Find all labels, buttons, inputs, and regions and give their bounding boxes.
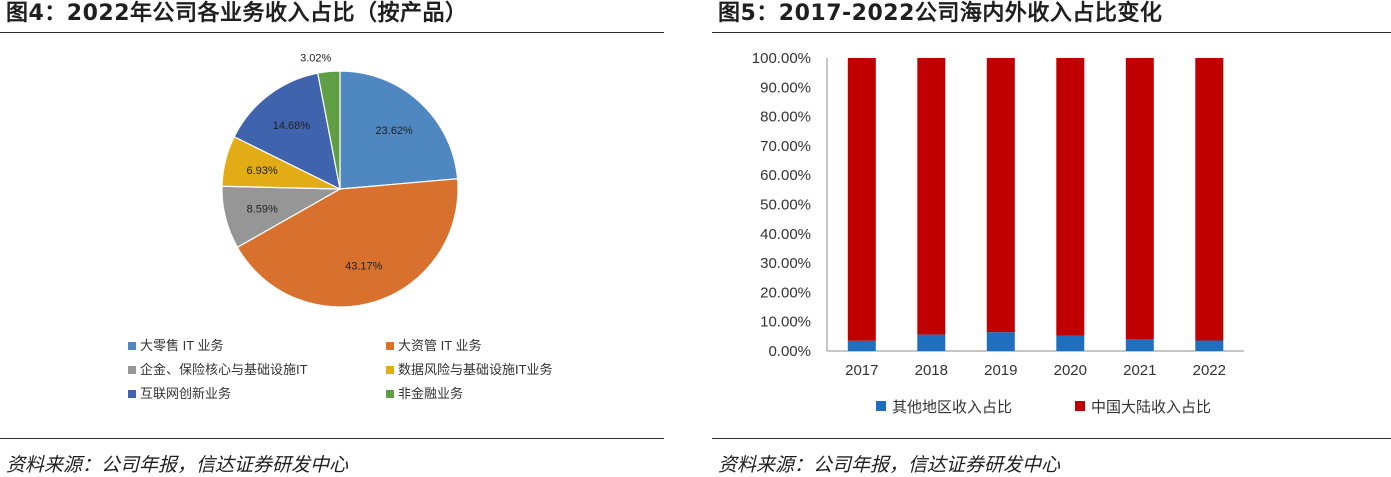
y-tick-label: 90.00% <box>760 79 811 96</box>
legend-swatch <box>386 342 394 350</box>
legend-label: 数据风险与基础设施IT业务 <box>398 362 553 377</box>
bar-segment <box>1056 58 1085 336</box>
right-bottom-rule <box>712 438 1391 439</box>
pie-slice <box>317 70 341 190</box>
left-bottom-rule <box>0 438 664 439</box>
right-source-note: 资料来源：公司年报，信达证券研发中心 <box>718 454 1061 476</box>
pie-legend-item: 非金融业务 <box>386 386 463 401</box>
pie-legend-item: 大资管 IT 业务 <box>386 338 482 353</box>
bar-segment <box>847 340 876 351</box>
right-figure-panel: 图5：2017-2022公司海内外收入占比变化 0.00% 10.00% 20.00… <box>712 0 1391 476</box>
pie-data-label: 23.62% <box>376 125 414 137</box>
y-tick-label: 50.00% <box>760 197 811 214</box>
bar-legend-item: 中国大陆收入占比 <box>1075 399 1211 416</box>
left-figure-panel: 图4：2022年公司各业务收入占比（按产品） 23.62% 43.17% 8.59%… <box>0 0 664 476</box>
bar-segment <box>986 58 1015 333</box>
legend-swatch <box>128 366 136 374</box>
legend-swatch <box>1075 401 1085 411</box>
pie-data-label: 43.17% <box>345 261 383 273</box>
legend-swatch <box>876 401 886 411</box>
left-top-rule <box>0 32 664 33</box>
legend-swatch <box>386 390 394 398</box>
bar-segment <box>917 334 946 351</box>
bar-segment <box>847 58 876 341</box>
legend-label: 互联网创新业务 <box>140 386 231 401</box>
x-tick-label: 2017 <box>845 362 878 379</box>
legend-swatch <box>386 366 394 374</box>
legend-label: 其他地区收入占比 <box>892 399 1012 416</box>
bar-segment <box>1195 58 1224 341</box>
right-top-rule <box>712 32 1391 33</box>
bar-segment <box>1125 58 1154 339</box>
left-source-note: 资料来源：公司年报，信达证券研发中心 <box>6 454 349 476</box>
pie-legend-item: 数据风险与基础设施IT业务 <box>386 362 553 377</box>
pie-data-label: 3.02% <box>300 53 331 65</box>
bar-segment <box>1125 339 1154 351</box>
pie-data-label: 8.59% <box>247 204 278 216</box>
y-tick-label: 60.00% <box>760 167 811 184</box>
pie-slice <box>339 70 459 190</box>
y-tick-label: 80.00% <box>760 109 811 126</box>
bar-segment <box>986 332 1015 351</box>
x-tick-label: 2022 <box>1193 362 1226 379</box>
y-tick-label: 40.00% <box>760 226 811 243</box>
pie-legend-item: 企金、保险核心与基础设施IT <box>128 362 308 377</box>
bar-segment <box>1056 335 1085 351</box>
y-tick-label: 10.00% <box>760 314 811 331</box>
y-tick-label: 20.00% <box>760 284 811 301</box>
legend-label: 大资管 IT 业务 <box>398 338 482 353</box>
bar-segment <box>1195 340 1224 351</box>
x-tick-label: 2018 <box>915 362 948 379</box>
stacked-bar-chart: 0.00% 10.00% 20.00% 30.00% 40.00% 50.00% 60.00… <box>752 50 1244 416</box>
left-figure-title: 图4：2022年公司各业务收入占比（按产品） <box>6 1 468 26</box>
x-tick-label: 2020 <box>1054 362 1087 379</box>
legend-label: 中国大陆收入占比 <box>1091 399 1211 416</box>
legend-swatch <box>128 390 136 398</box>
right-figure-title: 图5：2017-2022公司海内外收入占比变化 <box>718 1 1163 26</box>
pie-legend-item: 大零售 IT 业务 <box>128 338 224 353</box>
y-tick-label: 0.00% <box>768 343 811 360</box>
y-tick-label: 30.00% <box>760 255 811 272</box>
x-tick-label: 2019 <box>984 362 1017 379</box>
pie-slice <box>236 178 459 308</box>
legend-label: 大零售 IT 业务 <box>140 338 224 353</box>
y-tick-label: 70.00% <box>760 138 811 155</box>
pie-data-label: 14.68% <box>273 120 311 132</box>
y-tick-label: 100.00% <box>752 50 811 67</box>
pie-legend-item: 互联网创新业务 <box>128 386 231 401</box>
x-tick-label: 2021 <box>1123 362 1156 379</box>
legend-label: 企金、保险核心与基础设施IT <box>140 362 308 377</box>
pie-chart: 23.62% 43.17% 8.59% 6.93% 14.68% 3.02% 大零售 IT … <box>128 53 553 401</box>
legend-label: 非金融业务 <box>398 386 463 401</box>
pie-slice <box>233 72 341 191</box>
bar-legend-item: 其他地区收入占比 <box>876 399 1012 416</box>
pie-data-label: 6.93% <box>246 165 277 177</box>
legend-swatch <box>128 342 136 350</box>
bar-segment <box>917 58 946 335</box>
